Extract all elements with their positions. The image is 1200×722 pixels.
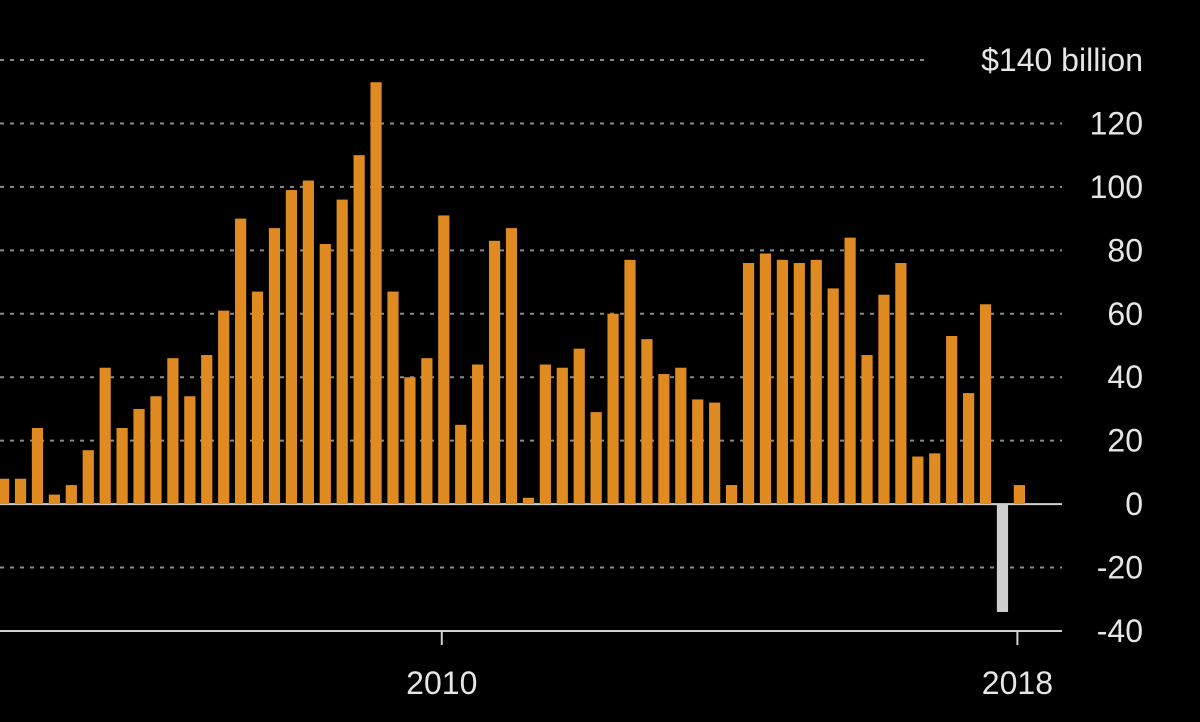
bar	[133, 408, 145, 505]
y-tick-label: 60	[1107, 296, 1143, 332]
bar	[641, 339, 653, 505]
bar	[116, 427, 128, 505]
bar	[878, 294, 890, 505]
bar	[590, 412, 602, 505]
bar	[607, 313, 619, 505]
bar	[82, 450, 94, 505]
bar	[929, 453, 941, 505]
bar	[319, 243, 331, 505]
bar	[725, 485, 738, 505]
bar	[99, 367, 111, 505]
bar	[353, 155, 365, 505]
bar	[675, 367, 687, 505]
bar	[861, 355, 873, 505]
tick-labels: -40 -20 0 20 40 60 80 100 120 $140 billion 2010 201…	[406, 42, 1143, 701]
y-tick-label: -20	[1097, 550, 1143, 586]
bar	[31, 427, 44, 505]
x-tick-label: 2018	[982, 665, 1053, 701]
bar	[1013, 485, 1025, 505]
bar	[235, 218, 247, 505]
bar	[488, 240, 501, 505]
bar	[624, 259, 636, 505]
bar	[573, 348, 585, 505]
bar	[404, 377, 416, 505]
bar	[522, 497, 535, 505]
bar	[996, 504, 1009, 612]
bar	[692, 399, 704, 505]
bar	[285, 190, 298, 505]
bar	[963, 393, 975, 505]
bar	[810, 259, 822, 505]
bar	[709, 402, 721, 505]
y-tick-label: 120	[1090, 105, 1143, 141]
bar	[556, 367, 568, 505]
bar	[421, 358, 433, 505]
bars	[0, 82, 1025, 612]
bar	[946, 335, 958, 505]
bar	[336, 199, 348, 505]
bar	[65, 485, 77, 505]
bar	[48, 494, 60, 505]
bar	[0, 478, 10, 505]
bar	[150, 396, 162, 505]
y-tick-label: 20	[1107, 423, 1143, 459]
bar	[184, 396, 196, 505]
bar	[438, 215, 450, 505]
bar	[201, 355, 213, 505]
y-tick-label: $140 billion	[981, 42, 1143, 78]
bar	[14, 478, 27, 505]
bar	[218, 310, 230, 505]
bar	[505, 228, 518, 505]
y-tick-label: 100	[1090, 169, 1143, 205]
y-tick-label: 40	[1107, 359, 1143, 395]
x-tick-label: 2010	[406, 665, 477, 701]
bar	[793, 263, 805, 505]
bar	[539, 364, 551, 505]
bar	[472, 364, 484, 505]
y-tick-label: 0	[1125, 486, 1143, 522]
bar	[370, 82, 382, 505]
bar	[455, 424, 467, 505]
bar	[979, 304, 992, 505]
bar	[759, 253, 772, 505]
bar	[268, 228, 281, 505]
bar	[895, 263, 907, 505]
bar	[912, 456, 924, 505]
bar	[742, 263, 755, 505]
bar	[844, 237, 856, 505]
bar	[387, 291, 399, 505]
y-tick-label: 80	[1107, 232, 1143, 268]
bar	[302, 180, 314, 505]
bar	[827, 288, 839, 505]
bar	[776, 259, 788, 505]
bar	[251, 291, 264, 505]
x-axis	[0, 630, 1062, 645]
y-tick-label: -40	[1097, 613, 1143, 649]
bar	[658, 374, 670, 505]
bar	[167, 358, 179, 505]
